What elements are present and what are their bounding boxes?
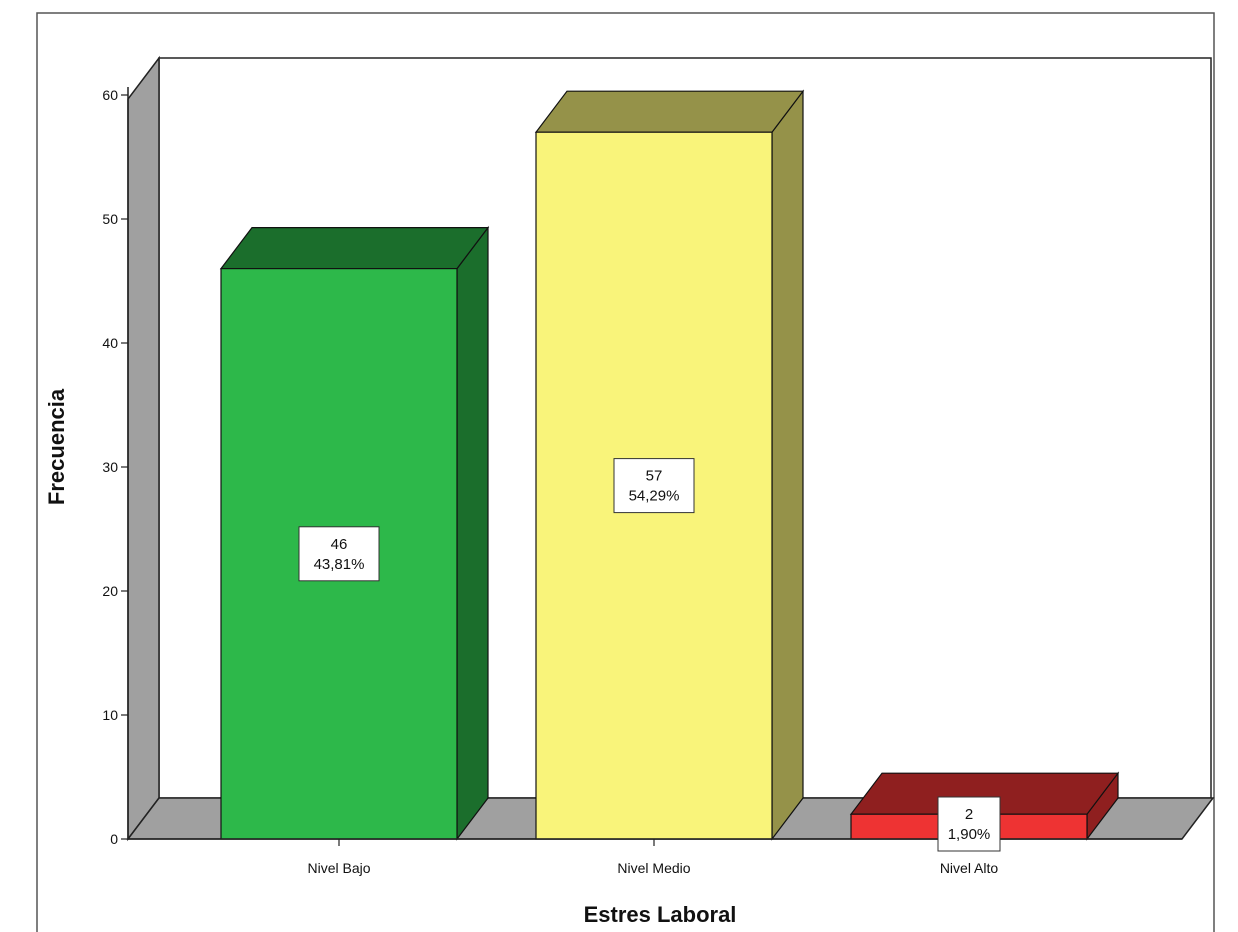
y-tick-label: 40 xyxy=(102,335,118,351)
y-axis-title: Frecuencia xyxy=(44,388,69,505)
data-label-box xyxy=(613,458,695,514)
data-label-box xyxy=(298,526,380,582)
side-wall xyxy=(127,55,160,842)
x-axis-title: Estres Laboral xyxy=(584,902,737,927)
plot-frame xyxy=(36,12,1215,932)
x-tick-label: Nivel Medio xyxy=(617,860,690,876)
data-label-percent: 54,29% xyxy=(629,488,680,505)
bar-side xyxy=(456,225,489,841)
bar-top xyxy=(534,90,805,133)
data-label-value: 57 xyxy=(646,468,663,485)
y-tick-label: 10 xyxy=(102,707,118,723)
data-label-value: 2 xyxy=(965,806,973,823)
data-labels: 46 43,81% 57 54,29% 2 1,90% xyxy=(298,458,1001,852)
x-tick-label: Nivel Alto xyxy=(940,860,999,876)
y-tick-label: 50 xyxy=(102,211,118,227)
bars xyxy=(219,89,1120,841)
bar-top xyxy=(219,227,490,270)
y-tick-label: 30 xyxy=(102,459,118,475)
data-label-value: 46 xyxy=(331,536,348,553)
data-label-percent: 43,81% xyxy=(314,556,365,573)
y-axis: 0 10 20 30 40 50 60 xyxy=(102,87,129,847)
y-tick-label: 0 xyxy=(110,831,118,847)
y-tick-label: 60 xyxy=(102,87,118,103)
data-label-box xyxy=(937,796,1001,852)
data-label-percent: 1,90% xyxy=(948,826,991,843)
y-tick-label: 20 xyxy=(102,583,118,599)
x-tick-label: Nivel Bajo xyxy=(307,860,370,876)
bar-side xyxy=(771,89,804,841)
x-axis: Nivel Bajo Nivel Medio Nivel Alto xyxy=(128,838,1182,876)
